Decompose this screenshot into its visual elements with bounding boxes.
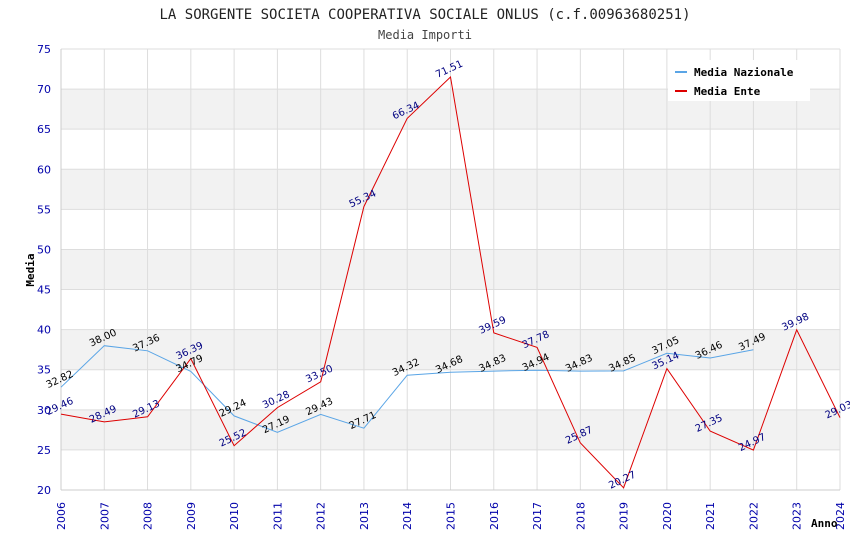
x-tick-label: 2013 <box>358 502 371 530</box>
x-tick-label: 2007 <box>98 502 111 530</box>
y-tick-label: 70 <box>37 83 51 96</box>
x-tick-label: 2016 <box>488 502 501 530</box>
x-tick-label: 2022 <box>747 502 760 530</box>
x-axis-ticks: 2006 2007 2008 2009 2010 2011 2012 2013 2014 2015… <box>55 502 847 530</box>
x-tick-label: 2019 <box>618 502 631 530</box>
series-lines <box>60 75 841 489</box>
x-tick-label: 2017 <box>531 502 544 530</box>
data-label: 20.27 <box>607 470 638 492</box>
y-tick-label: 30 <box>37 404 51 417</box>
x-tick-label: 2024 <box>834 502 847 530</box>
y-tick-label: 55 <box>37 203 51 216</box>
x-tick-label: 2009 <box>185 502 198 530</box>
y-tick-label: 45 <box>37 284 51 297</box>
legend-box <box>668 60 810 101</box>
chart-title: LA SORGENTE SOCIETA COOPERATIVA SOCIALE … <box>159 7 690 23</box>
x-tick-label: 2020 <box>661 502 674 530</box>
y-tick-label: 50 <box>37 243 51 256</box>
y-tick-label: 65 <box>37 123 51 136</box>
legend: Media Nazionale Media Ente <box>668 60 810 101</box>
y-axis-ticks: 20 25 30 35 40 45 50 55 60 65 70 75 <box>37 43 51 497</box>
x-axis-label: Anno <box>811 517 838 530</box>
y-tick-label: 25 <box>37 444 51 457</box>
y-tick-label: 75 <box>37 43 51 56</box>
series-line-media-ente <box>60 75 841 489</box>
x-tick-label: 2011 <box>271 502 284 530</box>
x-tick-label: 2010 <box>228 502 241 530</box>
x-tick-label: 2012 <box>315 502 328 530</box>
chart-subtitle: Media Importi <box>378 28 472 42</box>
x-tick-label: 2014 <box>401 502 414 530</box>
y-tick-label: 35 <box>37 364 51 377</box>
legend-label: Media Nazionale <box>694 66 794 79</box>
y-tick-label: 20 <box>37 484 51 497</box>
x-tick-label: 2021 <box>704 502 717 530</box>
x-tick-label: 2015 <box>445 502 458 530</box>
x-tick-label: 2023 <box>791 502 804 530</box>
series-line-media-nazionale <box>60 345 754 433</box>
x-tick-label: 2008 <box>142 502 155 530</box>
x-tick-label: 2006 <box>55 502 68 530</box>
legend-label: Media Ente <box>694 85 761 98</box>
y-axis-label: Media <box>24 253 37 286</box>
grid-lines <box>60 48 841 491</box>
y-tick-label: 40 <box>37 324 51 337</box>
x-tick-label: 2018 <box>574 502 587 530</box>
y-tick-label: 60 <box>37 163 51 176</box>
